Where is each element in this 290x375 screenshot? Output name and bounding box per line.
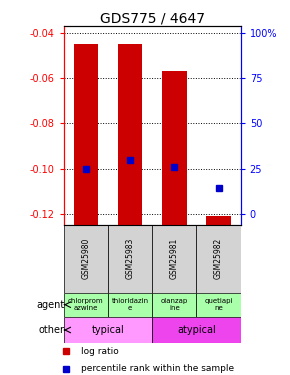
Text: GSM25980: GSM25980 (81, 238, 90, 279)
Bar (108, 225, 152, 292)
Text: olanzap
ine: olanzap ine (161, 298, 188, 311)
Text: other: other (39, 325, 65, 335)
Bar (74, 44, 98, 225)
Text: atypical: atypical (177, 325, 216, 335)
Text: thioridazin
e: thioridazin e (112, 298, 149, 311)
Text: typical: typical (92, 325, 124, 335)
Text: log ratio: log ratio (81, 346, 118, 355)
Title: GDS775 / 4647: GDS775 / 4647 (100, 11, 205, 25)
Text: agent: agent (37, 300, 65, 310)
Bar (118, 44, 142, 225)
Bar (64, 225, 108, 292)
Bar (152, 317, 241, 343)
Bar (152, 292, 197, 317)
Text: GSM25981: GSM25981 (170, 238, 179, 279)
Text: chlorprom
azwine: chlorprom azwine (68, 298, 104, 311)
Bar (64, 317, 152, 343)
Text: percentile rank within the sample: percentile rank within the sample (81, 364, 234, 373)
Bar (152, 225, 197, 292)
Bar (206, 216, 231, 225)
Text: quetiapi
ne: quetiapi ne (204, 298, 233, 311)
Bar (64, 292, 108, 317)
Text: GSM25982: GSM25982 (214, 238, 223, 279)
Bar (108, 292, 152, 317)
Bar (196, 225, 241, 292)
Bar (196, 292, 241, 317)
Bar (162, 71, 186, 225)
Text: GSM25983: GSM25983 (126, 238, 135, 279)
